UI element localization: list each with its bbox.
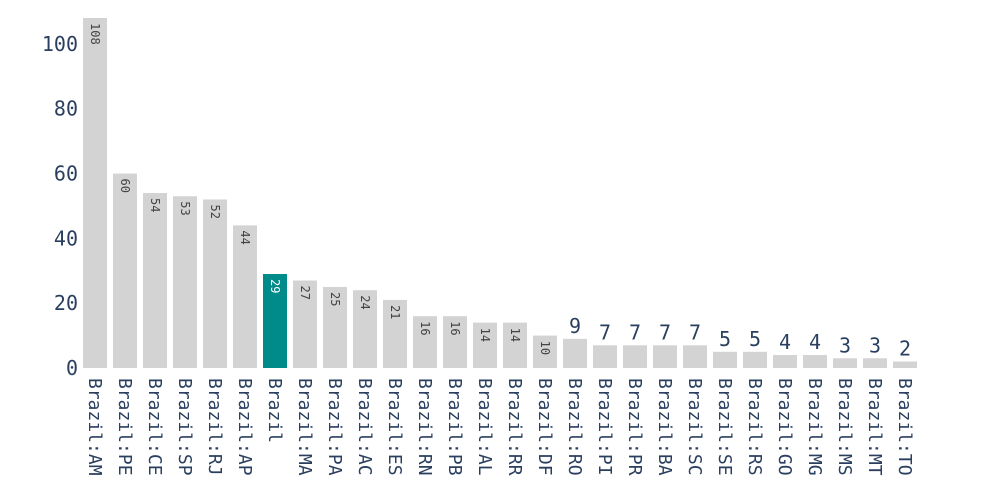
x-tick-label: Brazil:ES: [384, 378, 405, 476]
y-tick-label: 80: [54, 97, 78, 121]
x-tick-label: Brazil:PE: [114, 378, 135, 476]
value-label: 60: [118, 179, 132, 193]
x-tick-label: Brazil:RS: [744, 378, 765, 476]
bar: [413, 316, 437, 368]
value-label: 25: [328, 292, 342, 306]
x-tick-label: Brazil: [264, 378, 285, 443]
y-tick-label: 100: [42, 32, 78, 56]
x-tick-label: Brazil:SE: [714, 378, 735, 476]
value-label: 2: [899, 337, 911, 361]
x-tick-label: Brazil:RN: [414, 378, 435, 476]
y-tick-label: 0: [66, 356, 78, 380]
value-label: 108: [88, 23, 102, 45]
y-tick-label: 40: [54, 226, 78, 250]
value-label: 7: [629, 320, 641, 344]
bar: [383, 299, 407, 368]
value-label: 4: [809, 330, 821, 354]
bars: [83, 18, 917, 368]
x-tick-label: Brazil:MA: [294, 378, 315, 476]
value-label: 7: [659, 320, 671, 344]
bar: [503, 322, 527, 368]
x-tick-label: Brazil:AM: [84, 378, 105, 476]
bar: [593, 345, 617, 368]
bar: [893, 361, 917, 368]
bar: [353, 290, 377, 368]
bar: [263, 274, 287, 368]
x-tick-label: Brazil:AC: [354, 378, 375, 476]
value-label: 7: [599, 320, 611, 344]
bar: [563, 338, 587, 368]
value-label: 5: [719, 327, 731, 351]
value-label: 10: [538, 341, 552, 355]
y-axis: 0 20 40 60 80 100: [42, 32, 78, 380]
value-label: 54: [148, 198, 162, 212]
value-label: 27: [298, 286, 312, 300]
bar: [773, 355, 797, 368]
bar: [233, 225, 257, 368]
bar: [143, 193, 167, 368]
bar: [713, 351, 737, 368]
y-tick-label: 20: [54, 291, 78, 315]
bar: [683, 345, 707, 368]
x-tick-label: Brazil:MT: [864, 378, 885, 476]
x-tick-label: Brazil:RJ: [204, 378, 225, 476]
x-tick-label: Brazil:DF: [534, 378, 555, 476]
value-label: 5: [749, 327, 761, 351]
x-tick-label: Brazil:MS: [834, 378, 855, 476]
value-label: 3: [839, 333, 851, 357]
x-tick-label: Brazil:PI: [594, 378, 615, 476]
bar: [743, 351, 767, 368]
bar: [653, 345, 677, 368]
value-label: 24: [358, 295, 372, 309]
x-tick-label: Brazil:CE: [144, 378, 165, 476]
value-label: 9: [569, 314, 581, 338]
bar: [473, 322, 497, 368]
x-tick-label: Brazil:MG: [804, 378, 825, 476]
x-tick-label: Brazil:AP: [234, 378, 255, 476]
x-tick-label: Brazil:PA: [324, 378, 345, 476]
x-tick-label: Brazil:BA: [654, 378, 675, 476]
x-tick-label: Brazil:PR: [624, 378, 645, 476]
bar: [803, 355, 827, 368]
x-axis: Brazil:AM Brazil:PE Brazil:CE Brazil:SP Braz…: [84, 378, 915, 476]
value-label: 29: [268, 279, 282, 293]
x-tick-label: Brazil:TO: [894, 378, 915, 476]
x-tick-label: Brazil:SC: [684, 378, 705, 476]
bar: [623, 345, 647, 368]
bar: [863, 358, 887, 368]
bar: [533, 335, 557, 368]
bar: [443, 316, 467, 368]
y-tick-label: 60: [54, 162, 78, 186]
bar: [833, 358, 857, 368]
value-label: 16: [418, 321, 432, 335]
bar: [203, 199, 227, 368]
value-label: 4: [779, 330, 791, 354]
value-label: 14: [478, 328, 492, 342]
value-label: 44: [238, 230, 252, 244]
bar: [83, 18, 107, 368]
value-label: 21: [388, 305, 402, 319]
bar: [293, 280, 317, 368]
x-tick-label: Brazil:GO: [774, 378, 795, 476]
x-tick-label: Brazil:AL: [474, 378, 495, 476]
value-label: 53: [178, 201, 192, 215]
bar: [323, 286, 347, 368]
value-label: 52: [208, 204, 222, 218]
x-tick-label: Brazil:RO: [564, 378, 585, 476]
x-tick-label: Brazil:SP: [174, 378, 195, 476]
x-tick-label: Brazil:PB: [444, 378, 465, 476]
value-label: 7: [689, 320, 701, 344]
value-label: 14: [508, 328, 522, 342]
value-label: 16: [448, 321, 462, 335]
bar: [113, 173, 137, 368]
x-tick-label: Brazil:RR: [504, 378, 525, 476]
value-label: 3: [869, 333, 881, 357]
bar: [173, 196, 197, 368]
